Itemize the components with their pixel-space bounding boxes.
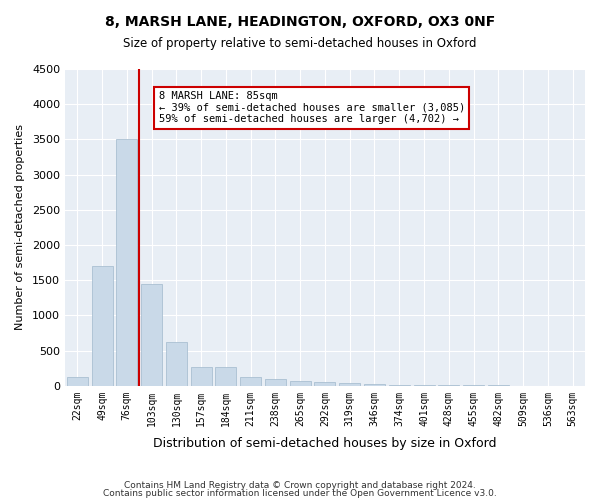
Bar	[67, 376, 88, 386]
Bar	[191, 367, 212, 386]
Text: Contains public sector information licensed under the Open Government Licence v3: Contains public sector information licen…	[103, 488, 497, 498]
Text: Contains HM Land Registry data © Crown copyright and database right 2024.: Contains HM Land Registry data © Crown c…	[124, 481, 476, 490]
Bar	[290, 381, 311, 386]
Text: 8 MARSH LANE: 85sqm
← 39% of semi-detached houses are smaller (3,085)
59% of sem: 8 MARSH LANE: 85sqm ← 39% of semi-detach…	[158, 91, 465, 124]
Text: Size of property relative to semi-detached houses in Oxford: Size of property relative to semi-detach…	[123, 38, 477, 51]
Text: 8, MARSH LANE, HEADINGTON, OXFORD, OX3 0NF: 8, MARSH LANE, HEADINGTON, OXFORD, OX3 0…	[105, 15, 495, 29]
Bar	[215, 367, 236, 386]
Bar	[438, 385, 460, 386]
Bar	[265, 380, 286, 386]
Bar	[314, 382, 335, 386]
Bar	[339, 383, 360, 386]
Bar	[389, 384, 410, 386]
Bar	[364, 384, 385, 386]
Bar	[166, 342, 187, 386]
Bar	[92, 266, 113, 386]
Bar	[141, 284, 162, 386]
Bar	[413, 385, 434, 386]
Bar	[116, 140, 137, 386]
X-axis label: Distribution of semi-detached houses by size in Oxford: Distribution of semi-detached houses by …	[153, 437, 497, 450]
Y-axis label: Number of semi-detached properties: Number of semi-detached properties	[15, 124, 25, 330]
Bar	[240, 378, 261, 386]
